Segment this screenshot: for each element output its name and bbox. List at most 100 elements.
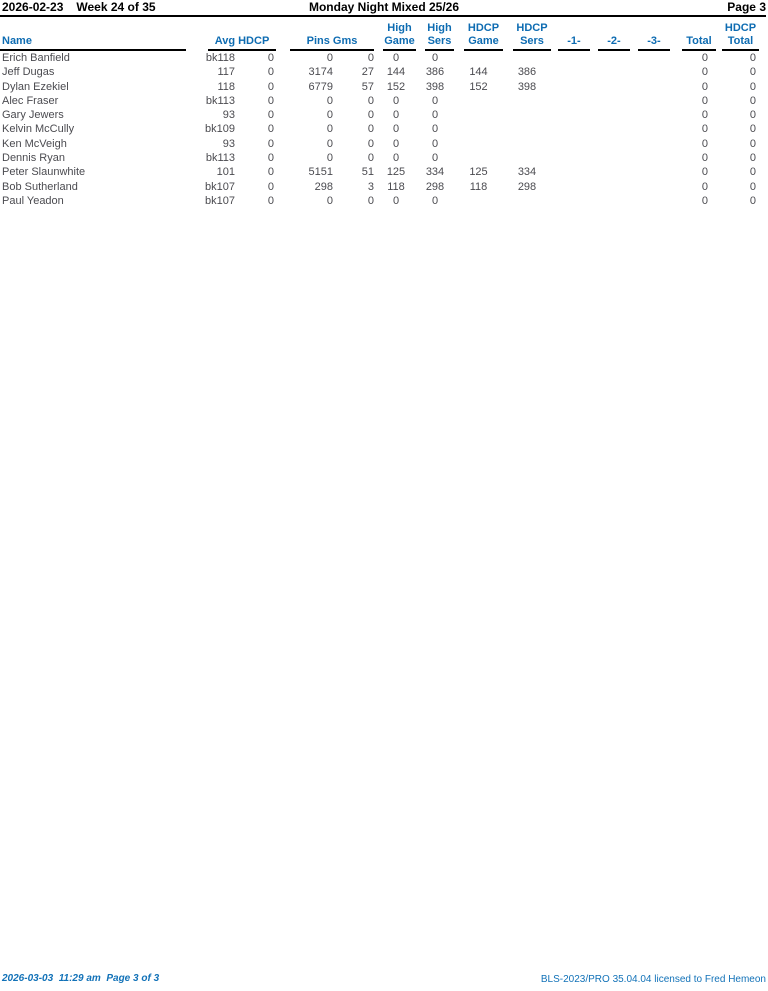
game1-cell bbox=[551, 165, 591, 179]
license-info: BLS-2023/PRO 35.04.04 licensed to Fred H… bbox=[540, 974, 766, 985]
game3-cell bbox=[631, 108, 671, 122]
hdcp-sers-cell bbox=[503, 94, 551, 108]
gms-cell: 3 bbox=[367, 180, 374, 193]
game3-cell bbox=[631, 137, 671, 151]
bowler-row: Ken McVeigh 93 0 0 0 0 0 0 0 bbox=[0, 137, 760, 151]
hdcp-cell: 0 bbox=[267, 123, 274, 136]
col-header-avg-hdcp: Avg HDCP bbox=[194, 35, 276, 51]
hdcp-sers-cell bbox=[503, 122, 551, 136]
game1-cell bbox=[551, 94, 591, 108]
gms-cell: 0 bbox=[367, 152, 374, 165]
total-cell: 0 bbox=[701, 94, 708, 107]
total-cell: 0 bbox=[701, 66, 708, 79]
total-cell: 0 bbox=[701, 80, 708, 93]
hdcp-game-cell bbox=[454, 137, 503, 151]
high-sers-cell: 0 bbox=[431, 109, 439, 122]
hdcp-sers-cell: 398 bbox=[517, 80, 537, 93]
report-date: 2026-02-23 bbox=[2, 0, 64, 14]
bowler-row: Alec Fraser bk113 0 0 0 0 0 0 0 bbox=[0, 94, 760, 108]
col-header-high-sers: Sers bbox=[416, 35, 454, 51]
col-header-pins-gms: Pins Gms bbox=[276, 35, 376, 51]
total-cell: 0 bbox=[701, 194, 708, 207]
league-title: Monday Night Mixed 25/26 bbox=[308, 0, 460, 14]
col-header-game3: -3- bbox=[631, 35, 671, 51]
high-game-cell: 0 bbox=[392, 152, 400, 165]
total-cell: 0 bbox=[701, 109, 708, 122]
hdcp-total-cell: 0 bbox=[749, 152, 756, 165]
high-sers-cell: 386 bbox=[425, 66, 445, 79]
pins-cell: 0 bbox=[326, 123, 333, 136]
bowler-name-cell: Paul Yeadon bbox=[2, 194, 64, 207]
avg-cell: bk109 bbox=[205, 123, 235, 136]
gms-cell: 0 bbox=[367, 52, 374, 64]
bowler-name-cell: Dylan Ezekiel bbox=[2, 80, 69, 93]
bowler-name-cell: Alec Fraser bbox=[2, 94, 59, 107]
hdcp-total-cell: 0 bbox=[749, 166, 756, 179]
game1-cell bbox=[551, 108, 591, 122]
avg-cell: 93 bbox=[222, 137, 235, 150]
col-header-game1-top bbox=[551, 20, 591, 35]
hdcp-game-cell bbox=[454, 194, 503, 208]
col-header-avg-hdcp-top bbox=[194, 20, 276, 35]
game2-cell bbox=[591, 137, 631, 151]
hdcp-cell: 0 bbox=[267, 152, 274, 165]
header-rule bbox=[0, 15, 766, 17]
total-cell: 0 bbox=[701, 123, 708, 136]
bowler-row: Dylan Ezekiel 118 0 6779 57 152 398 152 … bbox=[0, 80, 760, 94]
hdcp-game-cell bbox=[454, 108, 503, 122]
col-header-high-sers-top: High bbox=[427, 22, 452, 34]
col-header-hdcp-total: Total bbox=[716, 35, 760, 51]
high-game-cell: 0 bbox=[392, 52, 400, 64]
high-sers-cell: 298 bbox=[425, 180, 445, 193]
game1-cell bbox=[551, 122, 591, 136]
hdcp-cell: 0 bbox=[267, 109, 274, 122]
col-header-hdcp-sers-top: HDCP bbox=[516, 22, 548, 34]
game1-cell bbox=[551, 80, 591, 94]
bowler-name-cell: Gary Jewers bbox=[2, 109, 64, 122]
page-number: Page 3 bbox=[727, 0, 766, 14]
hdcp-sers-cell: 386 bbox=[517, 66, 537, 79]
report-header: 2026-02-23 Week 24 of 35 Monday Night Mix… bbox=[0, 0, 768, 15]
high-game-cell: 152 bbox=[386, 80, 406, 93]
col-header-total: Total bbox=[671, 35, 716, 51]
game2-cell bbox=[591, 180, 631, 194]
total-cell: 0 bbox=[701, 52, 708, 64]
print-timestamp: 2026-03-03 11:29 am Page 3 of 3 bbox=[2, 973, 160, 984]
gms-cell: 0 bbox=[367, 94, 374, 107]
bowler-row: Bob Sutherland bk107 0 298 3 118 298 118… bbox=[0, 180, 760, 194]
col-header-hdcp-game: Game bbox=[454, 35, 503, 51]
game3-cell bbox=[631, 122, 671, 136]
bowler-name-cell: Ken McVeigh bbox=[2, 137, 67, 150]
avg-cell: bk107 bbox=[205, 194, 235, 207]
avg-cell: 118 bbox=[217, 80, 235, 93]
hdcp-sers-cell bbox=[503, 194, 551, 208]
hdcp-cell: 0 bbox=[267, 194, 274, 207]
hdcp-cell: 0 bbox=[267, 52, 274, 64]
hdcp-sers-cell bbox=[503, 51, 551, 65]
game1-cell bbox=[551, 137, 591, 151]
pins-cell: 298 bbox=[314, 180, 333, 193]
hdcp-sers-cell bbox=[503, 137, 551, 151]
game2-cell bbox=[591, 51, 631, 65]
high-sers-cell: 0 bbox=[431, 152, 439, 165]
col-header-name-top bbox=[0, 20, 194, 35]
game3-cell bbox=[631, 194, 671, 208]
high-sers-cell: 0 bbox=[431, 194, 439, 207]
high-sers-cell: 398 bbox=[425, 80, 445, 93]
bowler-name-cell: Erich Banfield bbox=[2, 52, 70, 64]
total-cell: 0 bbox=[701, 152, 708, 165]
pins-cell: 0 bbox=[326, 94, 333, 107]
avg-cell: bk107 bbox=[205, 180, 235, 193]
gms-cell: 27 bbox=[361, 66, 374, 79]
avg-cell: bk118 bbox=[205, 52, 235, 64]
hdcp-total-cell: 0 bbox=[749, 194, 756, 207]
col-header-hdcp-game-top: HDCP bbox=[467, 22, 500, 34]
high-sers-cell: 0 bbox=[431, 52, 439, 64]
column-header-bottom-row: Name Avg HDCP Pins Gms Game Sers Game Se… bbox=[0, 35, 760, 51]
avg-cell: 101 bbox=[216, 166, 235, 179]
gms-cell: 57 bbox=[361, 80, 374, 93]
total-cell: 0 bbox=[701, 137, 708, 150]
total-cell: 0 bbox=[701, 166, 708, 179]
game3-cell bbox=[631, 51, 671, 65]
game2-cell bbox=[591, 94, 631, 108]
